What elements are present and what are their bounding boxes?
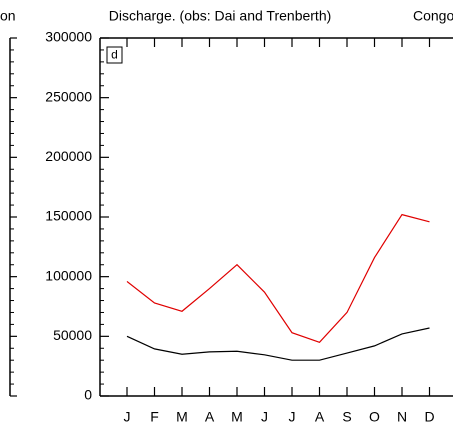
- chart-title: Discharge. (obs: Dai and Trenberth): [109, 8, 332, 24]
- y-tick-label: 100000: [45, 267, 92, 283]
- x-tick-label: A: [205, 409, 215, 425]
- left-title-fragment: on: [0, 8, 16, 24]
- series-line: [126, 327, 430, 361]
- panel-label-box: [106, 46, 123, 64]
- x-tick-label: J: [289, 409, 296, 425]
- region-title: Congo: [413, 8, 453, 24]
- y-tick-label: 300000: [45, 29, 92, 45]
- series-line: [126, 213, 430, 343]
- x-tick-label: D: [424, 409, 434, 425]
- y-tick-label: 200000: [45, 148, 92, 164]
- x-tick-label: A: [315, 409, 325, 425]
- y-tick-label: 0: [84, 387, 92, 403]
- x-tick-label: S: [342, 409, 351, 425]
- x-tick-label: M: [176, 409, 188, 425]
- x-tick-label: O: [369, 409, 380, 425]
- x-tick-label: J: [124, 409, 131, 425]
- y-tick-label: 50000: [53, 327, 92, 343]
- y-tick-label: 250000: [45, 88, 92, 104]
- x-tick-label: J: [261, 409, 268, 425]
- x-tick-label: F: [150, 409, 159, 425]
- x-tick-label: M: [231, 409, 243, 425]
- y-tick-label: 150000: [45, 208, 92, 224]
- panel-label: d: [111, 48, 118, 62]
- x-tick-label: N: [397, 409, 407, 425]
